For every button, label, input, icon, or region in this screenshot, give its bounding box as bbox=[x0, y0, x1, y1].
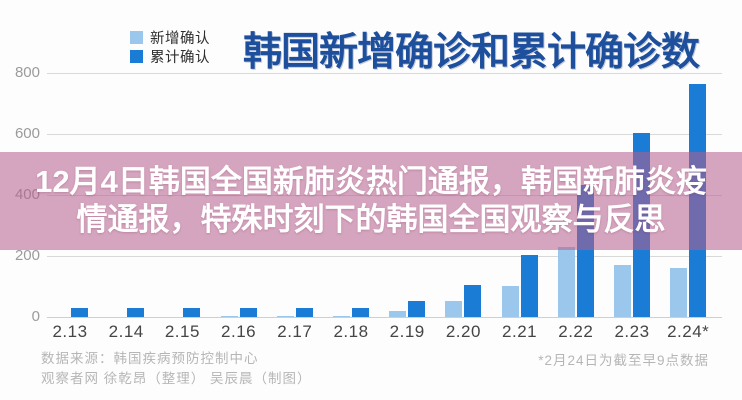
footnote-text: *2月24日为截至早9点数据 bbox=[538, 353, 709, 368]
y-axis-label-800: 800 bbox=[14, 64, 40, 81]
legend-item-new: 新增确认 bbox=[130, 29, 210, 47]
bar-new-2.20 bbox=[445, 301, 463, 317]
y-axis-label-600: 600 bbox=[14, 125, 40, 142]
x-axis-label-2.13: 2.13 bbox=[52, 322, 88, 341]
legend-item-cumulative: 累计确认 bbox=[130, 48, 210, 66]
gridline-0 bbox=[47, 317, 722, 318]
bar-cumulative-2.15 bbox=[183, 308, 201, 317]
legend-color-new-icon bbox=[130, 31, 143, 44]
gridline-200 bbox=[47, 256, 722, 257]
x-axis-label-2.24: 2.24* bbox=[667, 322, 710, 341]
x-axis-label-2.14: 2.14 bbox=[108, 322, 144, 341]
x-axis-label-2.15: 2.15 bbox=[164, 322, 200, 341]
x-axis-label-2.16: 2.16 bbox=[221, 322, 257, 341]
bar-new-2.16 bbox=[220, 316, 238, 317]
bar-new-2.23 bbox=[614, 265, 631, 317]
bar-new-2.24 bbox=[670, 268, 688, 317]
x-axis-label-2.18: 2.18 bbox=[333, 322, 369, 341]
x-axis-label-2.21: 2.21 bbox=[502, 322, 538, 341]
bar-new-2.22 bbox=[557, 247, 575, 317]
bar-new-2.17 bbox=[276, 316, 294, 317]
x-axis-label-2.23: 2.23 bbox=[614, 322, 650, 341]
legend-label-new: 新增确认 bbox=[150, 31, 210, 47]
bar-cumulative-2.17 bbox=[295, 308, 313, 317]
bar-cumulative-2.14 bbox=[127, 308, 145, 317]
bar-cumulative-2.19 bbox=[408, 301, 426, 317]
gridline-600 bbox=[47, 134, 722, 135]
bar-new-2.19 bbox=[389, 311, 407, 317]
credits-text: 观察者网 徐乾昂（整理） 吴辰晨（制图） bbox=[41, 371, 312, 386]
headline-banner: 12月4日韩国全国新肺炎热门通报，韩国新肺炎疫 情通报，特殊时刻下的韩国全国观察… bbox=[0, 152, 742, 250]
x-axis-label-2.20: 2.20 bbox=[445, 322, 481, 341]
x-axis-label-2.17: 2.17 bbox=[277, 322, 313, 341]
bar-cumulative-2.21 bbox=[520, 255, 538, 317]
legend-color-cumulative-icon bbox=[130, 50, 143, 63]
headline-line1: 12月4日韩国全国新肺炎热门通报，韩国新肺炎疫 bbox=[35, 164, 707, 199]
gridline-800 bbox=[47, 73, 722, 74]
y-axis-label-200: 200 bbox=[14, 247, 40, 264]
x-axis-label-2.22: 2.22 bbox=[558, 322, 594, 341]
bar-new-2.18 bbox=[333, 316, 350, 317]
data-source-text: 数据来源：韩国疾病预防控制中心 bbox=[41, 351, 259, 366]
headline-line2: 情通报，特殊时刻下的韩国全国观察与反思 bbox=[76, 202, 666, 237]
y-axis-label-0: 0 bbox=[31, 308, 40, 325]
x-axis-label-2.19: 2.19 bbox=[389, 322, 425, 341]
bar-cumulative-2.16 bbox=[239, 308, 257, 317]
bar-cumulative-2.20 bbox=[464, 285, 482, 317]
bar-cumulative-2.18 bbox=[352, 308, 369, 317]
bar-cumulative-2.13 bbox=[71, 308, 88, 317]
legend-label-cumulative: 累计确认 bbox=[150, 50, 210, 66]
legend: 新增确认 累计确认 bbox=[130, 29, 210, 67]
chart-title: 韩国新增确诊和累计确诊数 bbox=[243, 31, 700, 74]
bar-new-2.21 bbox=[501, 286, 519, 317]
